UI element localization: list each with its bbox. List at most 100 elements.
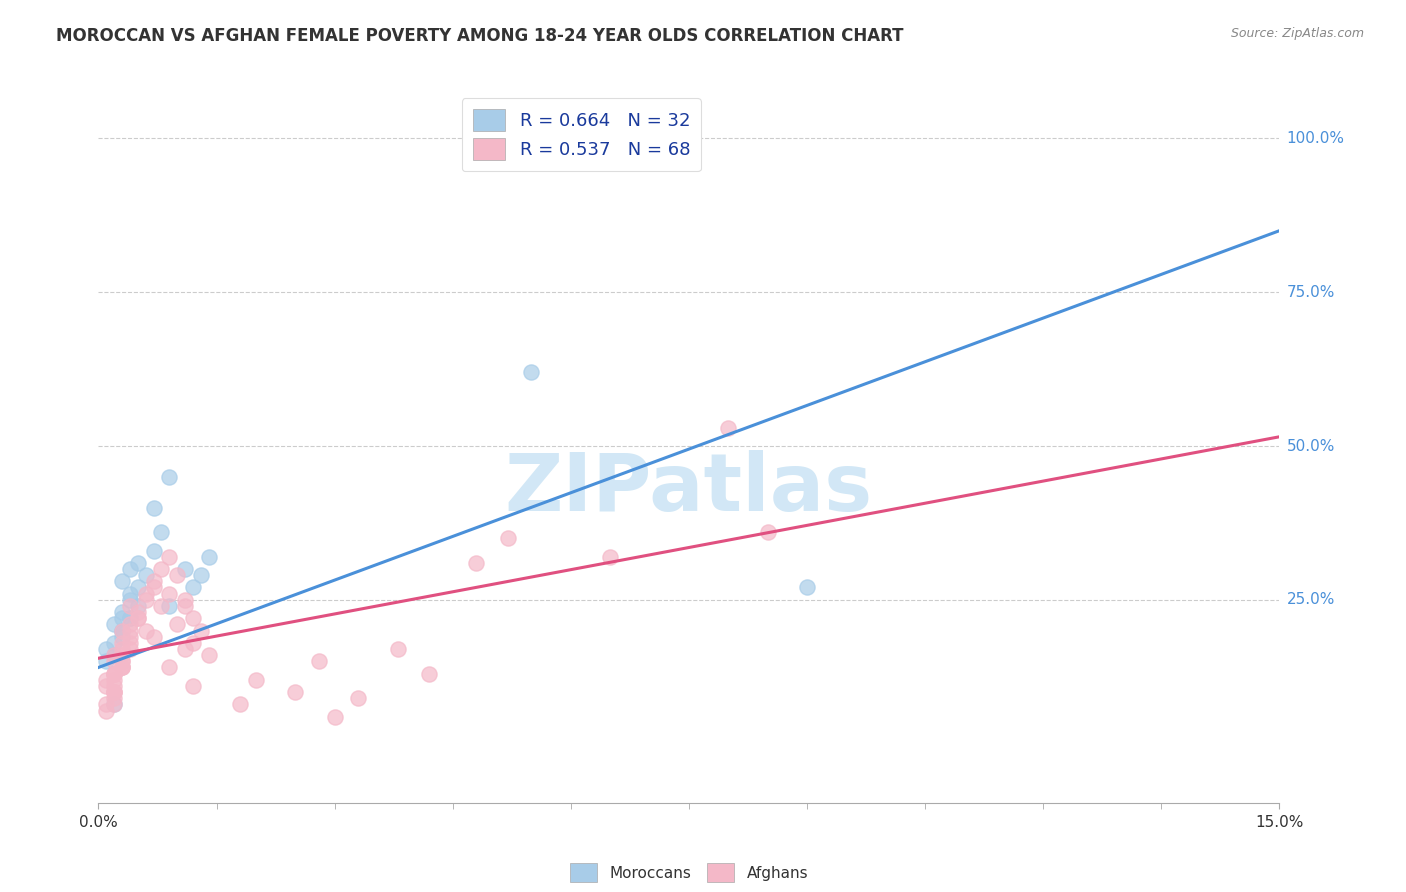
Point: [157, 549, 180, 564]
Point: [157, 587, 180, 601]
Point: [96, 704, 118, 718]
Point: [96, 679, 118, 693]
Point: [103, 673, 125, 687]
Point: [599, 549, 621, 564]
Point: [142, 543, 165, 558]
Point: [142, 574, 165, 589]
Point: [142, 500, 165, 515]
Point: [127, 605, 149, 619]
Point: [174, 562, 197, 576]
Point: [96, 654, 118, 668]
Legend: Moroccans, Afghans: Moroccans, Afghans: [564, 857, 814, 888]
Point: [135, 568, 157, 582]
Point: [118, 611, 141, 625]
Text: Source: ZipAtlas.com: Source: ZipAtlas.com: [1230, 27, 1364, 40]
Point: [118, 617, 141, 632]
Point: [496, 531, 519, 545]
Point: [127, 556, 149, 570]
Point: [190, 568, 212, 582]
Point: [96, 673, 118, 687]
Point: [157, 660, 180, 674]
Point: [118, 562, 141, 576]
Point: [166, 568, 188, 582]
Text: 25.0%: 25.0%: [1286, 592, 1334, 607]
Point: [111, 642, 134, 657]
Point: [323, 709, 346, 723]
Text: ZIPatlas: ZIPatlas: [505, 450, 873, 528]
Point: [157, 599, 180, 613]
Point: [118, 642, 141, 657]
Point: [103, 666, 125, 681]
Point: [118, 624, 141, 638]
Point: [181, 581, 204, 595]
Point: [111, 660, 134, 674]
Text: 50.0%: 50.0%: [1286, 439, 1334, 453]
Point: [111, 660, 134, 674]
Point: [135, 592, 157, 607]
Point: [103, 617, 125, 632]
Point: [103, 679, 125, 693]
Point: [111, 624, 134, 638]
Point: [103, 691, 125, 706]
Text: 100.0%: 100.0%: [1286, 131, 1344, 146]
Point: [118, 630, 141, 644]
Point: [174, 642, 197, 657]
Point: [103, 698, 125, 712]
Point: [111, 654, 134, 668]
Point: [181, 636, 204, 650]
Point: [127, 611, 149, 625]
Point: [111, 605, 134, 619]
Point: [308, 654, 330, 668]
Point: [103, 648, 125, 662]
Point: [103, 685, 125, 699]
Point: [111, 630, 134, 644]
Point: [118, 587, 141, 601]
Point: [347, 691, 370, 706]
Point: [127, 581, 149, 595]
Point: [756, 525, 779, 540]
Point: [520, 365, 543, 379]
Point: [118, 599, 141, 613]
Point: [166, 617, 188, 632]
Point: [229, 698, 252, 712]
Point: [127, 599, 149, 613]
Point: [190, 624, 212, 638]
Point: [284, 685, 307, 699]
Point: [103, 685, 125, 699]
Point: [103, 654, 125, 668]
Point: [111, 654, 134, 668]
Point: [418, 666, 440, 681]
Point: [118, 592, 141, 607]
Point: [111, 574, 134, 589]
Point: [103, 666, 125, 681]
Point: [111, 636, 134, 650]
Point: [118, 611, 141, 625]
Point: [150, 599, 173, 613]
Text: 75.0%: 75.0%: [1286, 285, 1334, 300]
Point: [111, 624, 134, 638]
Point: [717, 420, 740, 434]
Point: [174, 599, 197, 613]
Point: [387, 642, 409, 657]
Point: [150, 525, 173, 540]
Point: [150, 562, 173, 576]
Point: [135, 624, 157, 638]
Point: [181, 679, 204, 693]
Point: [96, 698, 118, 712]
Point: [103, 685, 125, 699]
Point: [465, 556, 488, 570]
Point: [103, 698, 125, 712]
Point: [111, 660, 134, 674]
Point: [142, 581, 165, 595]
Point: [103, 636, 125, 650]
Point: [103, 648, 125, 662]
Point: [127, 611, 149, 625]
Point: [135, 587, 157, 601]
Point: [157, 469, 180, 483]
Point: [96, 642, 118, 657]
Point: [796, 581, 818, 595]
Point: [111, 611, 134, 625]
Point: [118, 636, 141, 650]
Text: MOROCCAN VS AFGHAN FEMALE POVERTY AMONG 18-24 YEAR OLDS CORRELATION CHART: MOROCCAN VS AFGHAN FEMALE POVERTY AMONG …: [56, 27, 904, 45]
Point: [174, 592, 197, 607]
